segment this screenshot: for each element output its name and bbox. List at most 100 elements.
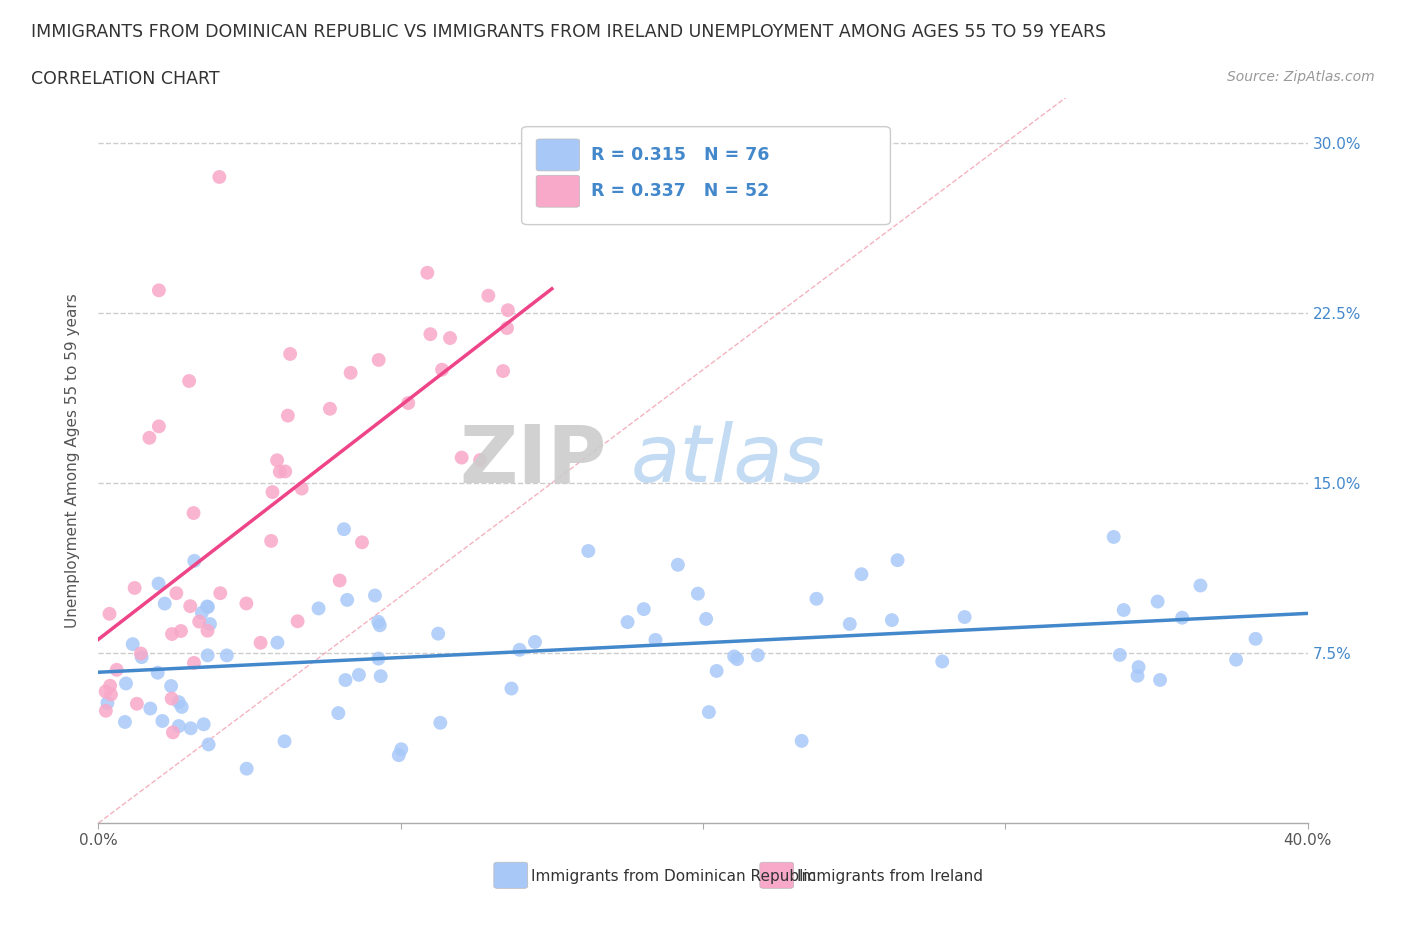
Point [160, 691, 183, 706]
Point [180, 721, 202, 736]
Point [148, 577, 170, 591]
Point [886, 552, 908, 567]
Point [273, 734, 295, 749]
Point [429, 715, 451, 730]
Point [496, 303, 519, 318]
Point [329, 573, 352, 588]
Point [686, 586, 709, 601]
Point [162, 725, 184, 740]
Point [197, 600, 219, 615]
Point [333, 522, 356, 537]
Point [470, 453, 492, 468]
Point [139, 701, 162, 716]
Point [477, 288, 499, 303]
Point [100, 687, 122, 702]
Point [339, 365, 361, 380]
Point [195, 599, 218, 614]
Point [96, 696, 118, 711]
Point [266, 453, 288, 468]
Point [197, 623, 219, 638]
Point [167, 695, 190, 710]
Point [1149, 672, 1171, 687]
FancyBboxPatch shape [536, 139, 579, 171]
Point [287, 614, 309, 629]
Point [1244, 631, 1267, 646]
Point [319, 402, 342, 417]
Point [121, 637, 143, 652]
Point [129, 646, 152, 661]
Text: CORRELATION CHART: CORRELATION CHART [31, 70, 219, 87]
Point [235, 762, 257, 777]
Point [388, 748, 411, 763]
FancyBboxPatch shape [536, 175, 579, 207]
Point [496, 321, 519, 336]
Point [370, 669, 392, 684]
Point [706, 663, 728, 678]
Point [249, 635, 271, 650]
Point [179, 374, 201, 389]
Text: IMMIGRANTS FROM DOMINICAN REPUBLIC VS IMMIGRANTS FROM IRELAND UNEMPLOYMENT AMONG: IMMIGRANTS FROM DOMINICAN REPUBLIC VS IM… [31, 23, 1107, 41]
Point [124, 580, 146, 595]
Point [1102, 529, 1125, 544]
Text: R = 0.337   N = 52: R = 0.337 N = 52 [591, 182, 769, 200]
Point [105, 662, 128, 677]
Point [114, 714, 136, 729]
Point [666, 557, 689, 572]
Point [427, 626, 450, 641]
Point [150, 713, 173, 728]
Point [153, 596, 176, 611]
Point [364, 588, 387, 603]
Point [953, 609, 976, 624]
Point [806, 591, 828, 606]
Point [208, 169, 231, 184]
Point [215, 648, 238, 663]
Point [179, 599, 201, 614]
Point [193, 717, 215, 732]
Point [695, 611, 717, 626]
Point [183, 506, 205, 521]
FancyBboxPatch shape [494, 862, 527, 888]
Point [328, 706, 350, 721]
Point [576, 543, 599, 558]
Point [1128, 659, 1150, 674]
Point [98, 678, 121, 693]
Point [191, 605, 214, 620]
Point [416, 265, 439, 280]
Point [278, 347, 301, 362]
Point [138, 431, 160, 445]
FancyBboxPatch shape [522, 126, 890, 225]
Point [367, 352, 389, 367]
Point [197, 737, 219, 751]
Point [148, 418, 170, 433]
Point [167, 719, 190, 734]
Text: R = 0.315   N = 76: R = 0.315 N = 76 [591, 146, 769, 164]
Point [747, 647, 769, 662]
Point [269, 464, 291, 479]
Point [260, 534, 283, 549]
Point [1146, 594, 1168, 609]
Point [188, 614, 211, 629]
Point [367, 615, 389, 630]
Y-axis label: Unemployment Among Ages 55 to 59 years: Unemployment Among Ages 55 to 59 years [65, 293, 80, 628]
Point [115, 676, 138, 691]
Point [1225, 652, 1247, 667]
Point [1126, 669, 1149, 684]
Point [931, 654, 953, 669]
Point [851, 566, 873, 581]
Point [183, 553, 205, 568]
Point [633, 602, 655, 617]
Point [1112, 603, 1135, 618]
Point [209, 586, 232, 601]
Point [723, 649, 745, 664]
Text: Immigrants from Dominican Republic: Immigrants from Dominican Republic [531, 869, 817, 883]
Point [396, 395, 419, 410]
Point [523, 634, 546, 649]
Point [644, 632, 666, 647]
Point [616, 615, 638, 630]
Point [367, 651, 389, 666]
Point [146, 665, 169, 680]
Point [131, 650, 153, 665]
Point [1108, 647, 1130, 662]
Point [450, 450, 472, 465]
Point [439, 330, 461, 345]
